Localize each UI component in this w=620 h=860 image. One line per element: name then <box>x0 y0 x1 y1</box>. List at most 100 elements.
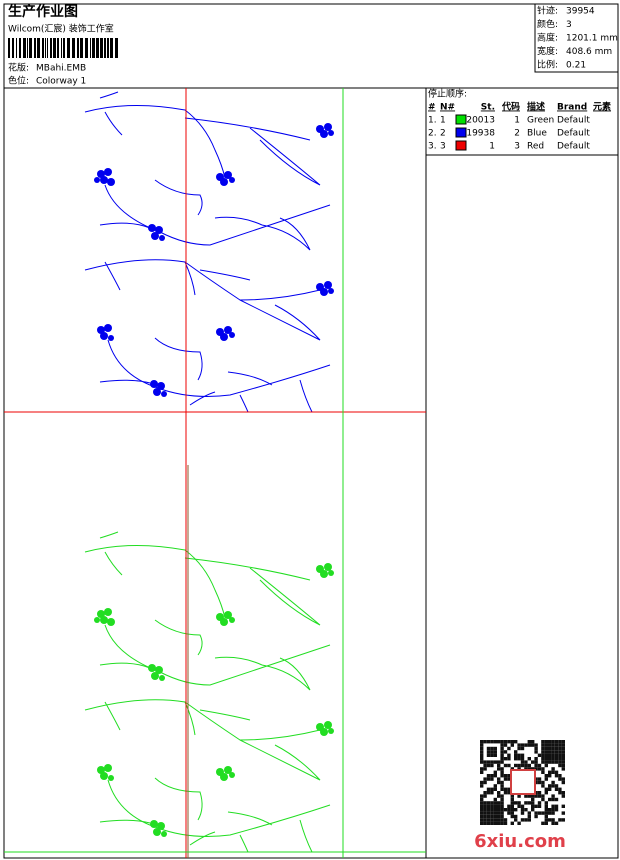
bar <box>100 38 103 58</box>
qr-cell <box>551 818 555 822</box>
bar <box>104 38 106 58</box>
qr-cell <box>490 763 494 768</box>
qr-cell <box>544 814 548 819</box>
qr-cell <box>544 787 548 791</box>
qr-cell <box>493 797 497 802</box>
qr-logo <box>510 769 536 795</box>
qr-cell <box>534 794 538 798</box>
bar <box>42 38 44 58</box>
qr-cell <box>500 743 504 747</box>
qr-cell <box>548 757 552 761</box>
qr-cell <box>503 777 508 781</box>
qr-cell <box>503 818 508 822</box>
row-index: 1. <box>428 116 437 126</box>
qr-cell <box>500 804 504 808</box>
qr-cell <box>500 818 504 822</box>
qr-cell <box>510 804 514 808</box>
qr-cell <box>537 763 542 768</box>
qr-cell <box>480 750 484 754</box>
row-brand: Default <box>557 116 590 126</box>
qr-cell <box>524 801 528 805</box>
qr-cell <box>503 750 508 754</box>
qr-cell <box>514 763 518 768</box>
qr-cell <box>524 763 528 768</box>
qr-cell <box>537 801 542 805</box>
qr-cell <box>548 797 552 802</box>
qr-cell <box>554 740 559 744</box>
qr-cell <box>493 787 497 791</box>
qr-cell <box>507 791 511 795</box>
row-no: 2 <box>440 129 446 139</box>
qr-cell <box>486 818 491 822</box>
blue-design <box>84 91 335 413</box>
qr-cell <box>493 740 497 744</box>
qr-cell <box>486 740 491 744</box>
qr-cell <box>493 811 497 815</box>
qr-cell <box>483 777 487 781</box>
qr-cell <box>503 740 508 744</box>
qr-cell <box>507 774 511 778</box>
qr-cell <box>551 760 555 764</box>
qr-cell <box>554 770 559 774</box>
qr-cell <box>520 804 525 808</box>
qr-cell <box>554 757 559 761</box>
qr-cell <box>558 774 562 778</box>
qr-cell <box>558 757 562 761</box>
qr-cell <box>510 767 514 771</box>
bar <box>80 38 83 58</box>
qr-cell <box>551 767 555 771</box>
sequence-title: 停止顺序: <box>428 88 467 100</box>
qr-cell <box>490 811 494 815</box>
qr-cell <box>486 804 491 808</box>
qr-cell <box>493 801 497 805</box>
qr-cell <box>551 821 555 825</box>
qr-cell <box>517 746 521 751</box>
qr-cell <box>514 801 518 805</box>
qr-cell <box>497 794 501 798</box>
qr-cell <box>490 818 494 822</box>
qr-cell <box>541 740 545 744</box>
qr-cell <box>561 794 565 798</box>
row-no: 1 <box>440 116 446 126</box>
qr-cell <box>558 791 562 795</box>
qr-cell <box>490 801 494 805</box>
qr-cell <box>483 821 487 825</box>
qr-cell <box>551 797 555 802</box>
qr-cell <box>554 787 559 791</box>
qr-cell <box>493 753 497 757</box>
qr-cell <box>517 804 521 808</box>
qr-cell <box>483 818 487 822</box>
color-swatch <box>455 140 467 151</box>
qr-cell <box>527 811 531 815</box>
qr-cell <box>544 746 548 751</box>
qr-cell <box>507 804 511 808</box>
qr-cell <box>558 763 562 768</box>
qr-cell <box>534 780 538 785</box>
qr-cell <box>486 777 491 781</box>
qr-cell <box>507 787 511 791</box>
qr-cell <box>514 818 518 822</box>
qr-cell <box>480 814 484 819</box>
qr-cell <box>500 770 504 774</box>
qr-cell <box>490 777 494 781</box>
qr-cell <box>480 780 484 785</box>
qr-cell <box>507 763 511 768</box>
qr-cell <box>520 746 525 751</box>
qr-cell <box>483 760 487 764</box>
qr-cell <box>544 760 548 764</box>
qr-cell <box>500 784 504 788</box>
qr-cell <box>534 767 538 771</box>
bar <box>19 38 21 58</box>
qr-cell <box>558 746 562 751</box>
qr-cell <box>517 757 521 761</box>
bar <box>96 38 99 58</box>
qr-cell <box>551 784 555 788</box>
qr-cell <box>524 760 528 764</box>
qr-cell <box>551 804 555 808</box>
bar <box>16 38 17 58</box>
qr-cell <box>544 774 548 778</box>
qr-cell <box>480 801 484 805</box>
qr-cell <box>561 763 565 768</box>
qr-cell <box>548 818 552 822</box>
qr-cell <box>558 787 562 791</box>
